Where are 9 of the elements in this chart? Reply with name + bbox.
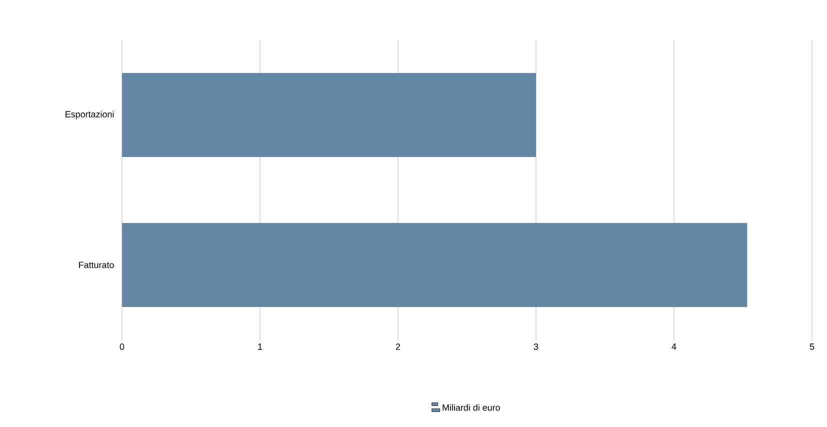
x-tick-label: 2 bbox=[396, 344, 400, 350]
y-tick-label: Fatturato bbox=[79, 262, 114, 268]
x-tick-label: 4 bbox=[672, 344, 676, 350]
x-tick-label: 5 bbox=[810, 344, 814, 350]
legend-label: Miliardi di euro bbox=[442, 404, 500, 411]
x-tick-label: 1 bbox=[258, 344, 262, 350]
x-tick-label: 0 bbox=[120, 344, 124, 350]
y-tick-label: Esportazioni bbox=[66, 110, 114, 120]
x-tick-label: 3 bbox=[534, 344, 538, 350]
